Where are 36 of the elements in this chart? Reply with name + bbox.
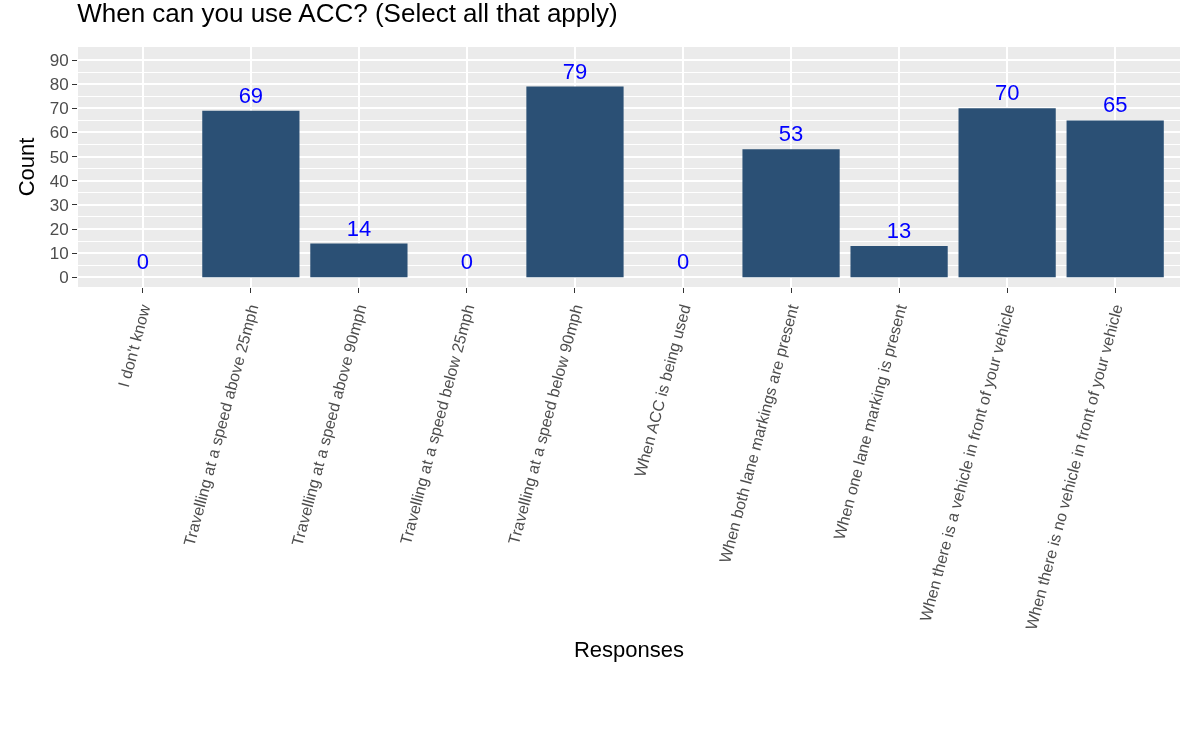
chart-title: When can you use ACC? (Select all that apply): [77, 0, 618, 28]
y-tick-label: 60: [49, 123, 69, 143]
bar: [742, 149, 840, 278]
y-tick-label: 0: [59, 268, 69, 288]
data-label: 65: [1102, 92, 1128, 118]
y-axis-title: Count: [14, 137, 40, 197]
data-label: 0: [136, 249, 149, 275]
bar: [310, 243, 408, 278]
y-tick-label: 50: [49, 147, 69, 167]
data-label: 0: [460, 249, 474, 275]
data-label: 69: [238, 82, 264, 108]
x-tick-label: When ACC is being used: [631, 302, 694, 479]
data-label: 79: [562, 58, 588, 84]
data-label: 14: [346, 215, 372, 241]
x-axis-title: Responses: [573, 636, 685, 662]
y-tick-label: 40: [49, 171, 69, 191]
x-tick-label: When there is a vehicle in front of your vehicle: [916, 302, 1018, 624]
x-tick-label: When there is no vehicle in front of your vehicle: [1022, 302, 1126, 632]
data-label: 0: [676, 249, 690, 275]
y-tick-label: 20: [49, 220, 69, 239]
bar: [958, 108, 1056, 278]
y-tick-label: 90: [49, 50, 69, 70]
x-tick-label: When both lane markings are present: [716, 302, 802, 565]
data-label: 70: [994, 80, 1020, 106]
y-tick-label: 80: [49, 75, 69, 95]
bar: [850, 245, 948, 278]
y-tick-label: 70: [49, 99, 69, 119]
x-tick-label: I don't know: [115, 302, 154, 390]
bar: [526, 86, 624, 278]
data-label: 53: [778, 121, 804, 147]
x-tick-label: When one lane marking is present: [830, 302, 910, 542]
bar: [1066, 120, 1164, 278]
data-label: 13: [886, 217, 912, 243]
bar: [202, 110, 300, 278]
y-tick-label: 10: [49, 244, 69, 264]
y-tick-label: 30: [49, 195, 69, 215]
